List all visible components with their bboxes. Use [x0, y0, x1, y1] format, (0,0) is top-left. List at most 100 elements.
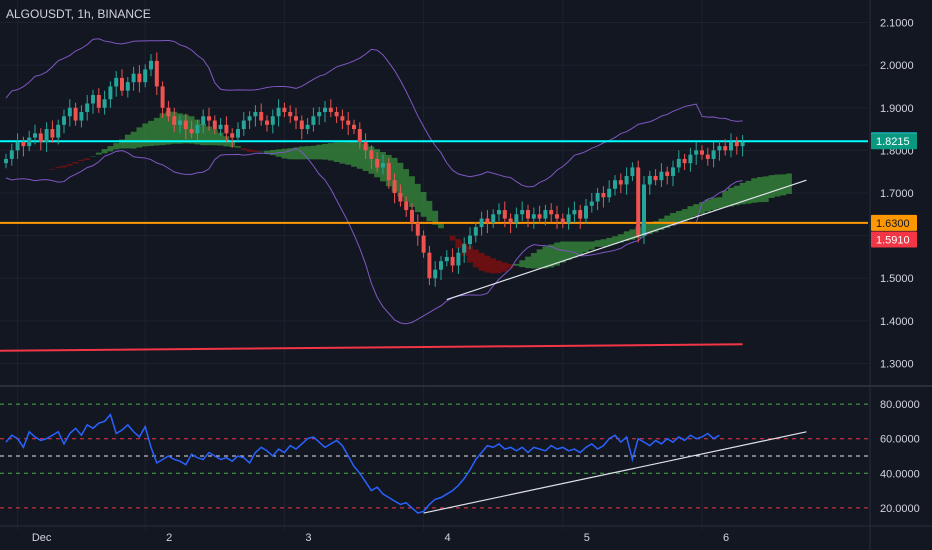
price-tick-label: 2.0000	[880, 60, 914, 72]
candle-body	[212, 120, 217, 130]
candle-body	[369, 150, 374, 159]
support-line	[0, 343, 743, 352]
candle-body	[178, 120, 182, 125]
candle-body	[491, 214, 496, 223]
candle-body	[259, 112, 264, 121]
candle-body	[38, 133, 43, 142]
candle-body	[346, 120, 351, 125]
oscillator-line	[5, 412, 720, 514]
candle-body	[549, 210, 554, 215]
candle-body	[415, 222, 420, 236]
candle-body	[694, 150, 699, 155]
candle-body	[241, 120, 246, 130]
oscillator-pane[interactable]	[0, 403, 868, 514]
candle-body	[584, 205, 588, 219]
candle-body	[114, 77, 119, 87]
candle-body	[328, 107, 333, 113]
cloud-bearish	[49, 148, 514, 274]
candle-body	[363, 141, 368, 151]
candle-body	[468, 235, 472, 245]
price-level-badge-text: 1.6300	[876, 218, 910, 230]
price-trendline	[446, 179, 807, 301]
time-tick-label: 6	[723, 532, 729, 544]
candle-body	[62, 116, 66, 125]
time-tick-label: 3	[305, 532, 311, 544]
candle-body	[729, 141, 733, 151]
candle-body	[247, 116, 252, 121]
symbol-title: ALGOUSDT, 1h, BINANCE	[6, 7, 151, 21]
candle-body	[253, 112, 258, 117]
price-level-badge	[871, 231, 917, 248]
price-tick-label: 2.1000	[880, 18, 914, 30]
candle-body	[218, 124, 223, 130]
candle-body	[456, 252, 461, 266]
candle-body	[723, 146, 728, 151]
candle-body	[33, 133, 37, 138]
price-level-badge	[871, 214, 917, 231]
candle-body	[299, 120, 304, 130]
oscillator-tick-label: 80.0000	[880, 399, 920, 411]
candle-body	[531, 214, 536, 219]
candle-body	[734, 141, 739, 147]
cloud-bullish	[90, 111, 792, 269]
candle-body	[108, 86, 113, 100]
candle-body	[433, 269, 438, 279]
price-tick-label: 1.5000	[880, 273, 914, 285]
candle-body	[207, 116, 211, 121]
candle-body	[73, 107, 78, 121]
candle-body	[740, 141, 745, 147]
candle-body	[183, 120, 188, 130]
candle-body	[543, 210, 548, 219]
candle-body	[317, 112, 322, 117]
candle-body	[375, 158, 380, 168]
price-level-badge-text: 1.5910	[876, 234, 910, 246]
candle-body	[676, 158, 681, 168]
candle-body	[642, 184, 646, 236]
candle-body	[479, 218, 484, 228]
price-tick-label: 1.3000	[880, 358, 914, 370]
candle-body	[711, 150, 716, 159]
oscillator-tick-label: 40.0000	[880, 468, 920, 480]
bollinger-upper-line	[5, 38, 743, 188]
candle-body	[265, 120, 269, 125]
candle-body	[427, 252, 432, 279]
oscillator-tick-label: 60.0000	[880, 434, 920, 446]
time-axis[interactable]: Dec 2 3 4 5 6	[0, 525, 932, 544]
candle-body	[589, 201, 594, 206]
candle-body	[688, 154, 693, 164]
candle-body	[392, 180, 397, 193]
candle-body	[27, 137, 32, 147]
time-tick-label: 4	[445, 532, 451, 544]
candle-body	[67, 107, 72, 117]
candle-body	[485, 218, 490, 223]
candle-body	[653, 175, 658, 181]
price-level-badge	[871, 133, 917, 150]
candle-body	[444, 256, 449, 262]
candle-body	[410, 210, 414, 223]
candle-body	[282, 107, 287, 113]
candle-body	[96, 94, 101, 108]
oscillator-axis[interactable]: 80.0000 60.0000 40.0000 20.0000	[880, 399, 920, 515]
price-pane[interactable]	[0, 0, 868, 530]
candle-body	[624, 175, 629, 185]
candle-body	[120, 77, 124, 91]
time-tick-label: Dec	[32, 532, 52, 544]
candle-body	[143, 69, 148, 83]
candle-body	[44, 129, 49, 142]
candle-body	[595, 193, 600, 202]
oscillator-trendline	[423, 431, 807, 514]
candle-body	[56, 124, 61, 138]
candle-body	[323, 107, 327, 113]
candle-body	[450, 256, 455, 266]
candle-body	[386, 163, 391, 181]
candle-body	[340, 116, 345, 121]
candle-body	[630, 167, 635, 176]
candle-body	[201, 116, 206, 125]
candle-body	[21, 141, 26, 147]
time-tick-label: 2	[166, 532, 172, 544]
candle-body	[560, 218, 565, 223]
candle-body	[421, 235, 426, 253]
candle-body	[671, 167, 675, 176]
